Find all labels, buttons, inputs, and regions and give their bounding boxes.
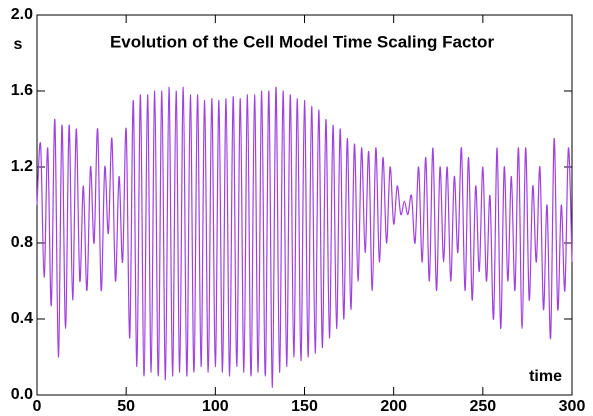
x-axis-label: time [529, 368, 562, 385]
x-tick-label: 50 [117, 398, 135, 415]
y-tick-label: 2.0 [11, 6, 33, 23]
chart-title: Evolution of the Cell Model Time Scaling… [110, 32, 495, 51]
y-tick-label: 0.4 [11, 310, 33, 327]
y-axis-label: s [14, 36, 23, 53]
y-tick-label: 1.2 [11, 158, 33, 175]
x-tick-label: 100 [202, 398, 229, 415]
x-tick-label: 250 [469, 398, 496, 415]
x-tick-label: 200 [380, 398, 407, 415]
data-line [36, 86, 573, 389]
plot-frame [36, 14, 573, 396]
y-tick-label: 0.0 [11, 386, 33, 403]
x-tick-label: 300 [559, 398, 586, 415]
y-tick-label: 1.6 [11, 82, 33, 99]
x-tick-label: 150 [291, 398, 318, 415]
x-tick-label: 0 [33, 398, 42, 415]
y-tick-label: 0.8 [11, 234, 33, 251]
